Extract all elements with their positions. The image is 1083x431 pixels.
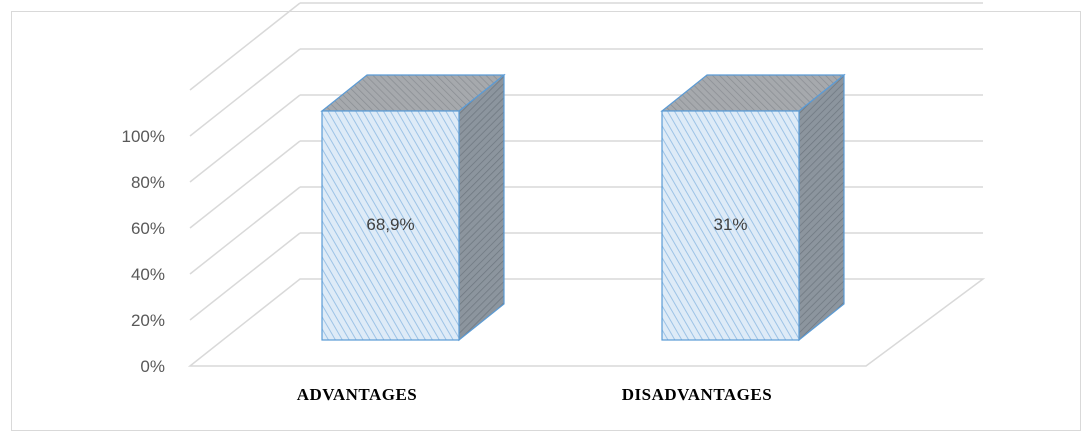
data-label: 31% xyxy=(713,215,747,234)
bars: 68,9% 31% xyxy=(320,73,846,342)
gridline-side xyxy=(189,48,301,137)
bar-disadvantages: 31% xyxy=(660,73,846,342)
gridline-side xyxy=(189,140,301,229)
y-tick-label: 80% xyxy=(131,173,165,192)
gridlines xyxy=(187,2,986,367)
y-tick-label: 0% xyxy=(140,357,165,376)
x-axis: ADVANTAGES DISADVANTAGES xyxy=(297,385,772,404)
bar-side xyxy=(798,73,845,342)
gridline-side xyxy=(189,232,301,321)
bar-front xyxy=(321,110,460,341)
y-tick-label: 20% xyxy=(131,311,165,330)
chart: 0% 20% 40% 60% 80% 100% 68,9% 31% ADVANTAGES DI… xyxy=(122,2,986,404)
bar-advantages: 68,9% xyxy=(320,73,506,342)
gridline-side xyxy=(189,186,301,275)
gridline-side xyxy=(189,94,301,183)
y-tick-label: 40% xyxy=(131,265,165,284)
y-tick-label: 100% xyxy=(122,127,165,146)
y-axis: 0% 20% 40% 60% 80% 100% xyxy=(122,127,165,376)
y-tick-label: 60% xyxy=(131,219,165,238)
gridline-side xyxy=(189,2,301,91)
bar-side xyxy=(458,73,505,342)
data-label: 68,9% xyxy=(366,215,414,234)
floor xyxy=(187,278,986,367)
category-label: ADVANTAGES xyxy=(297,385,418,404)
bar-front xyxy=(661,110,800,341)
category-label: DISADVANTAGES xyxy=(622,385,772,404)
chart-frame xyxy=(11,11,1081,431)
